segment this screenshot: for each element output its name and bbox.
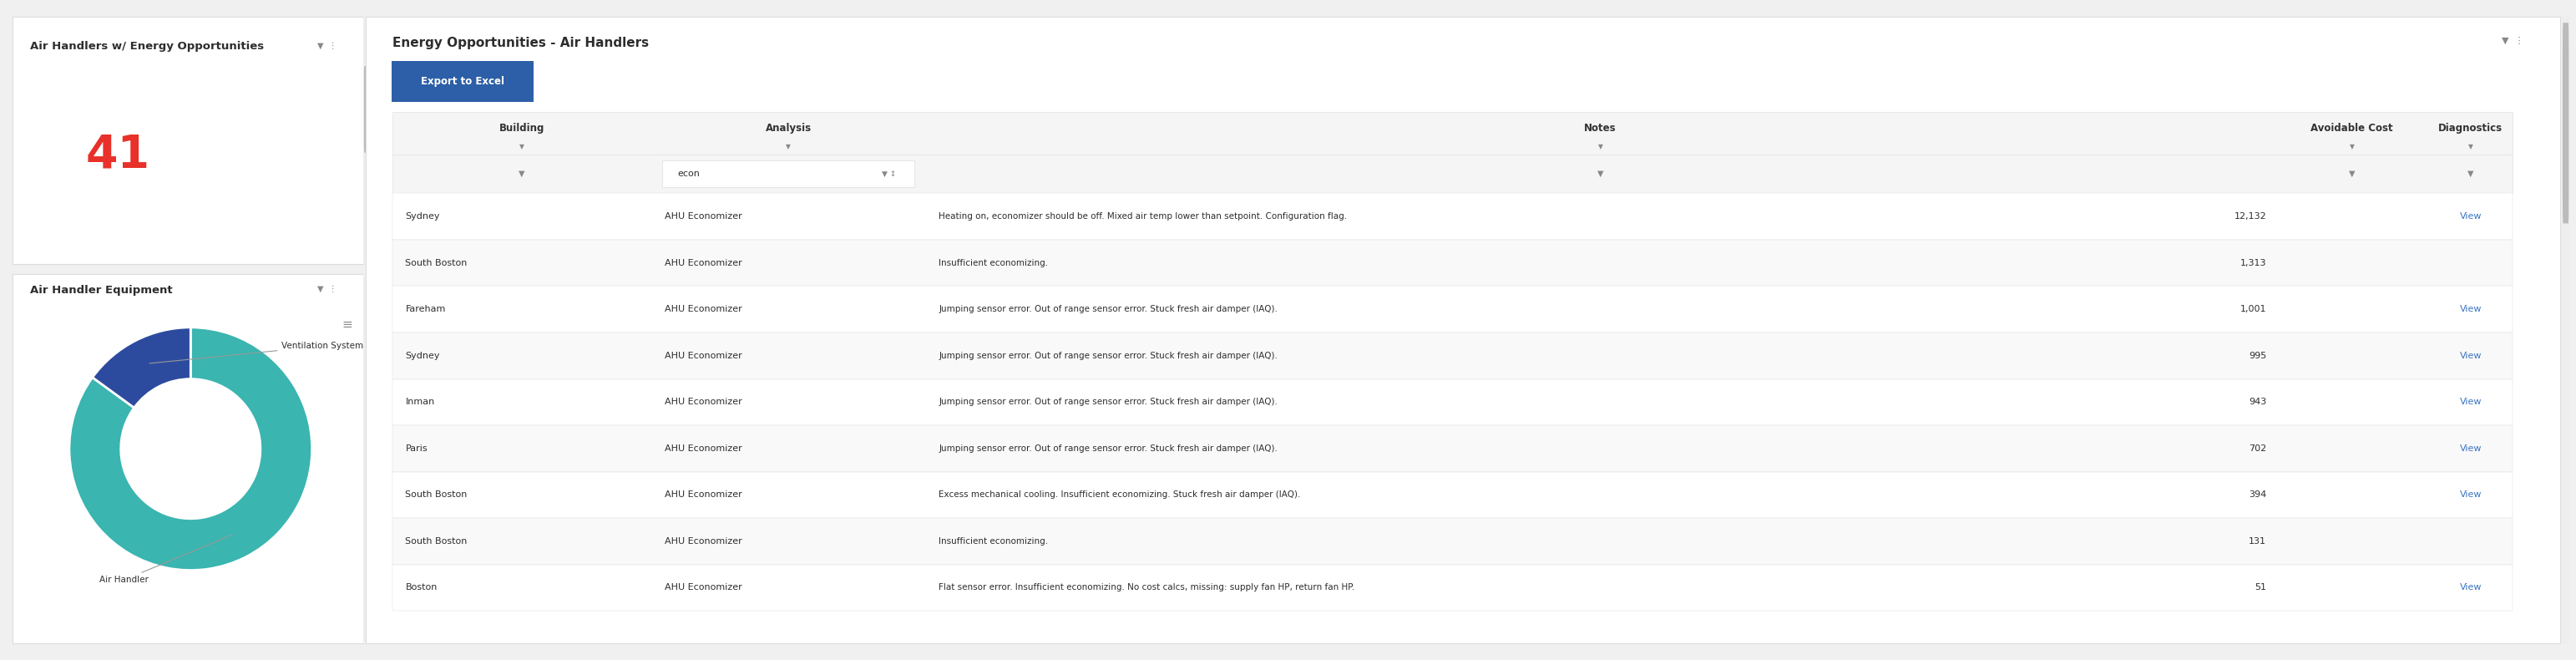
Text: Ventilation System: Ventilation System <box>149 342 363 364</box>
Text: 702: 702 <box>2249 444 2267 453</box>
Text: ▼: ▼ <box>2468 143 2473 150</box>
FancyBboxPatch shape <box>392 472 2512 518</box>
FancyBboxPatch shape <box>392 333 2512 379</box>
Text: ▼: ▼ <box>518 170 526 178</box>
Text: Inman: Inman <box>404 398 435 407</box>
Text: Heating on, economizer should be off. Mixed air temp lower than setpoint. Config: Heating on, economizer should be off. Mi… <box>938 213 1347 220</box>
Text: View: View <box>2460 305 2481 314</box>
Wedge shape <box>70 327 312 570</box>
Text: 394: 394 <box>2249 491 2267 499</box>
Text: AHU Economizer: AHU Economizer <box>665 398 742 407</box>
Text: View: View <box>2460 352 2481 360</box>
Text: South Boston: South Boston <box>404 491 466 499</box>
Text: South Boston: South Boston <box>404 537 466 545</box>
Text: Air Handler: Air Handler <box>100 535 232 584</box>
Text: 1,313: 1,313 <box>2241 259 2267 267</box>
FancyBboxPatch shape <box>363 66 371 152</box>
Text: ▼: ▼ <box>2349 170 2354 178</box>
FancyBboxPatch shape <box>392 193 2512 240</box>
Text: Energy Opportunities - Air Handlers: Energy Opportunities - Air Handlers <box>392 36 649 49</box>
Text: South Boston: South Boston <box>404 259 466 267</box>
Text: View: View <box>2460 213 2481 220</box>
Text: View: View <box>2460 491 2481 499</box>
FancyBboxPatch shape <box>392 286 2512 333</box>
Text: Excess mechanical cooling. Insufficient economizing. Stuck fresh air damper (IAQ: Excess mechanical cooling. Insufficient … <box>938 491 1301 499</box>
Text: 12,132: 12,132 <box>2233 213 2267 220</box>
Text: Export to Excel: Export to Excel <box>420 76 505 87</box>
Text: AHU Economizer: AHU Economizer <box>665 352 742 360</box>
Text: ▼  ⋮: ▼ ⋮ <box>317 285 337 293</box>
Text: AHU Economizer: AHU Economizer <box>665 305 742 314</box>
Text: Jumping sensor error. Out of range sensor error. Stuck fresh air damper (IAQ).: Jumping sensor error. Out of range senso… <box>938 305 1278 314</box>
FancyBboxPatch shape <box>392 240 2512 286</box>
Text: Air Handlers w/ Energy Opportunities: Air Handlers w/ Energy Opportunities <box>31 41 265 52</box>
Text: Analysis: Analysis <box>765 123 811 133</box>
Text: Paris: Paris <box>404 444 428 453</box>
Text: 131: 131 <box>2249 537 2267 545</box>
FancyBboxPatch shape <box>392 112 2512 154</box>
FancyBboxPatch shape <box>392 154 2512 193</box>
Text: Avoidable Cost: Avoidable Cost <box>2311 123 2393 133</box>
Text: Fareham: Fareham <box>404 305 446 314</box>
Text: Sydney: Sydney <box>404 213 440 220</box>
Text: Jumping sensor error. Out of range sensor error. Stuck fresh air damper (IAQ).: Jumping sensor error. Out of range senso… <box>938 398 1278 407</box>
Text: 943: 943 <box>2249 398 2267 407</box>
Text: AHU Economizer: AHU Economizer <box>665 259 742 267</box>
Text: View: View <box>2460 583 2481 592</box>
Text: Flat sensor error. Insufficient economizing. No cost calcs, missing: supply fan : Flat sensor error. Insufficient economiz… <box>938 583 1355 592</box>
Wedge shape <box>93 327 191 408</box>
Text: AHU Economizer: AHU Economizer <box>665 491 742 499</box>
Text: Building: Building <box>500 123 544 133</box>
Text: 1,001: 1,001 <box>2241 305 2267 314</box>
Text: econ: econ <box>677 170 701 178</box>
FancyBboxPatch shape <box>384 58 541 105</box>
Text: Diagnostics: Diagnostics <box>2439 123 2504 133</box>
FancyBboxPatch shape <box>392 564 2512 611</box>
Text: ▼: ▼ <box>2468 170 2473 178</box>
Text: Insufficient economizing.: Insufficient economizing. <box>938 537 1048 545</box>
Text: AHU Economizer: AHU Economizer <box>665 213 742 220</box>
Text: ▼: ▼ <box>1597 143 1602 150</box>
FancyBboxPatch shape <box>662 161 914 187</box>
Text: View: View <box>2460 398 2481 407</box>
Text: Notes: Notes <box>1584 123 1618 133</box>
Text: AHU Economizer: AHU Economizer <box>665 583 742 592</box>
Text: Sydney: Sydney <box>404 352 440 360</box>
Text: ▼: ▼ <box>1597 170 1602 178</box>
Text: ▼: ▼ <box>2349 143 2354 150</box>
Text: ▼: ▼ <box>520 143 523 150</box>
Text: Insufficient economizing.: Insufficient economizing. <box>938 259 1048 267</box>
FancyBboxPatch shape <box>392 518 2512 564</box>
Text: ▼  ⋮: ▼ ⋮ <box>2501 36 2524 45</box>
Text: Boston: Boston <box>404 583 438 592</box>
Text: 995: 995 <box>2249 352 2267 360</box>
Text: Jumping sensor error. Out of range sensor error. Stuck fresh air damper (IAQ).: Jumping sensor error. Out of range senso… <box>938 444 1278 453</box>
Text: 41: 41 <box>85 133 149 178</box>
Text: Air Handler Equipment: Air Handler Equipment <box>31 285 173 296</box>
Text: ▼ ↕: ▼ ↕ <box>881 170 896 178</box>
Text: View: View <box>2460 444 2481 453</box>
FancyBboxPatch shape <box>2563 22 2568 224</box>
Text: ▼  ⋮: ▼ ⋮ <box>317 41 337 49</box>
Text: AHU Economizer: AHU Economizer <box>665 537 742 545</box>
Text: AHU Economizer: AHU Economizer <box>665 444 742 453</box>
FancyBboxPatch shape <box>392 379 2512 425</box>
Text: ≡: ≡ <box>343 318 353 331</box>
FancyBboxPatch shape <box>392 425 2512 472</box>
Text: 51: 51 <box>2254 583 2267 592</box>
Text: Jumping sensor error. Out of range sensor error. Stuck fresh air damper (IAQ).: Jumping sensor error. Out of range senso… <box>938 352 1278 360</box>
Text: ▼: ▼ <box>786 143 791 150</box>
